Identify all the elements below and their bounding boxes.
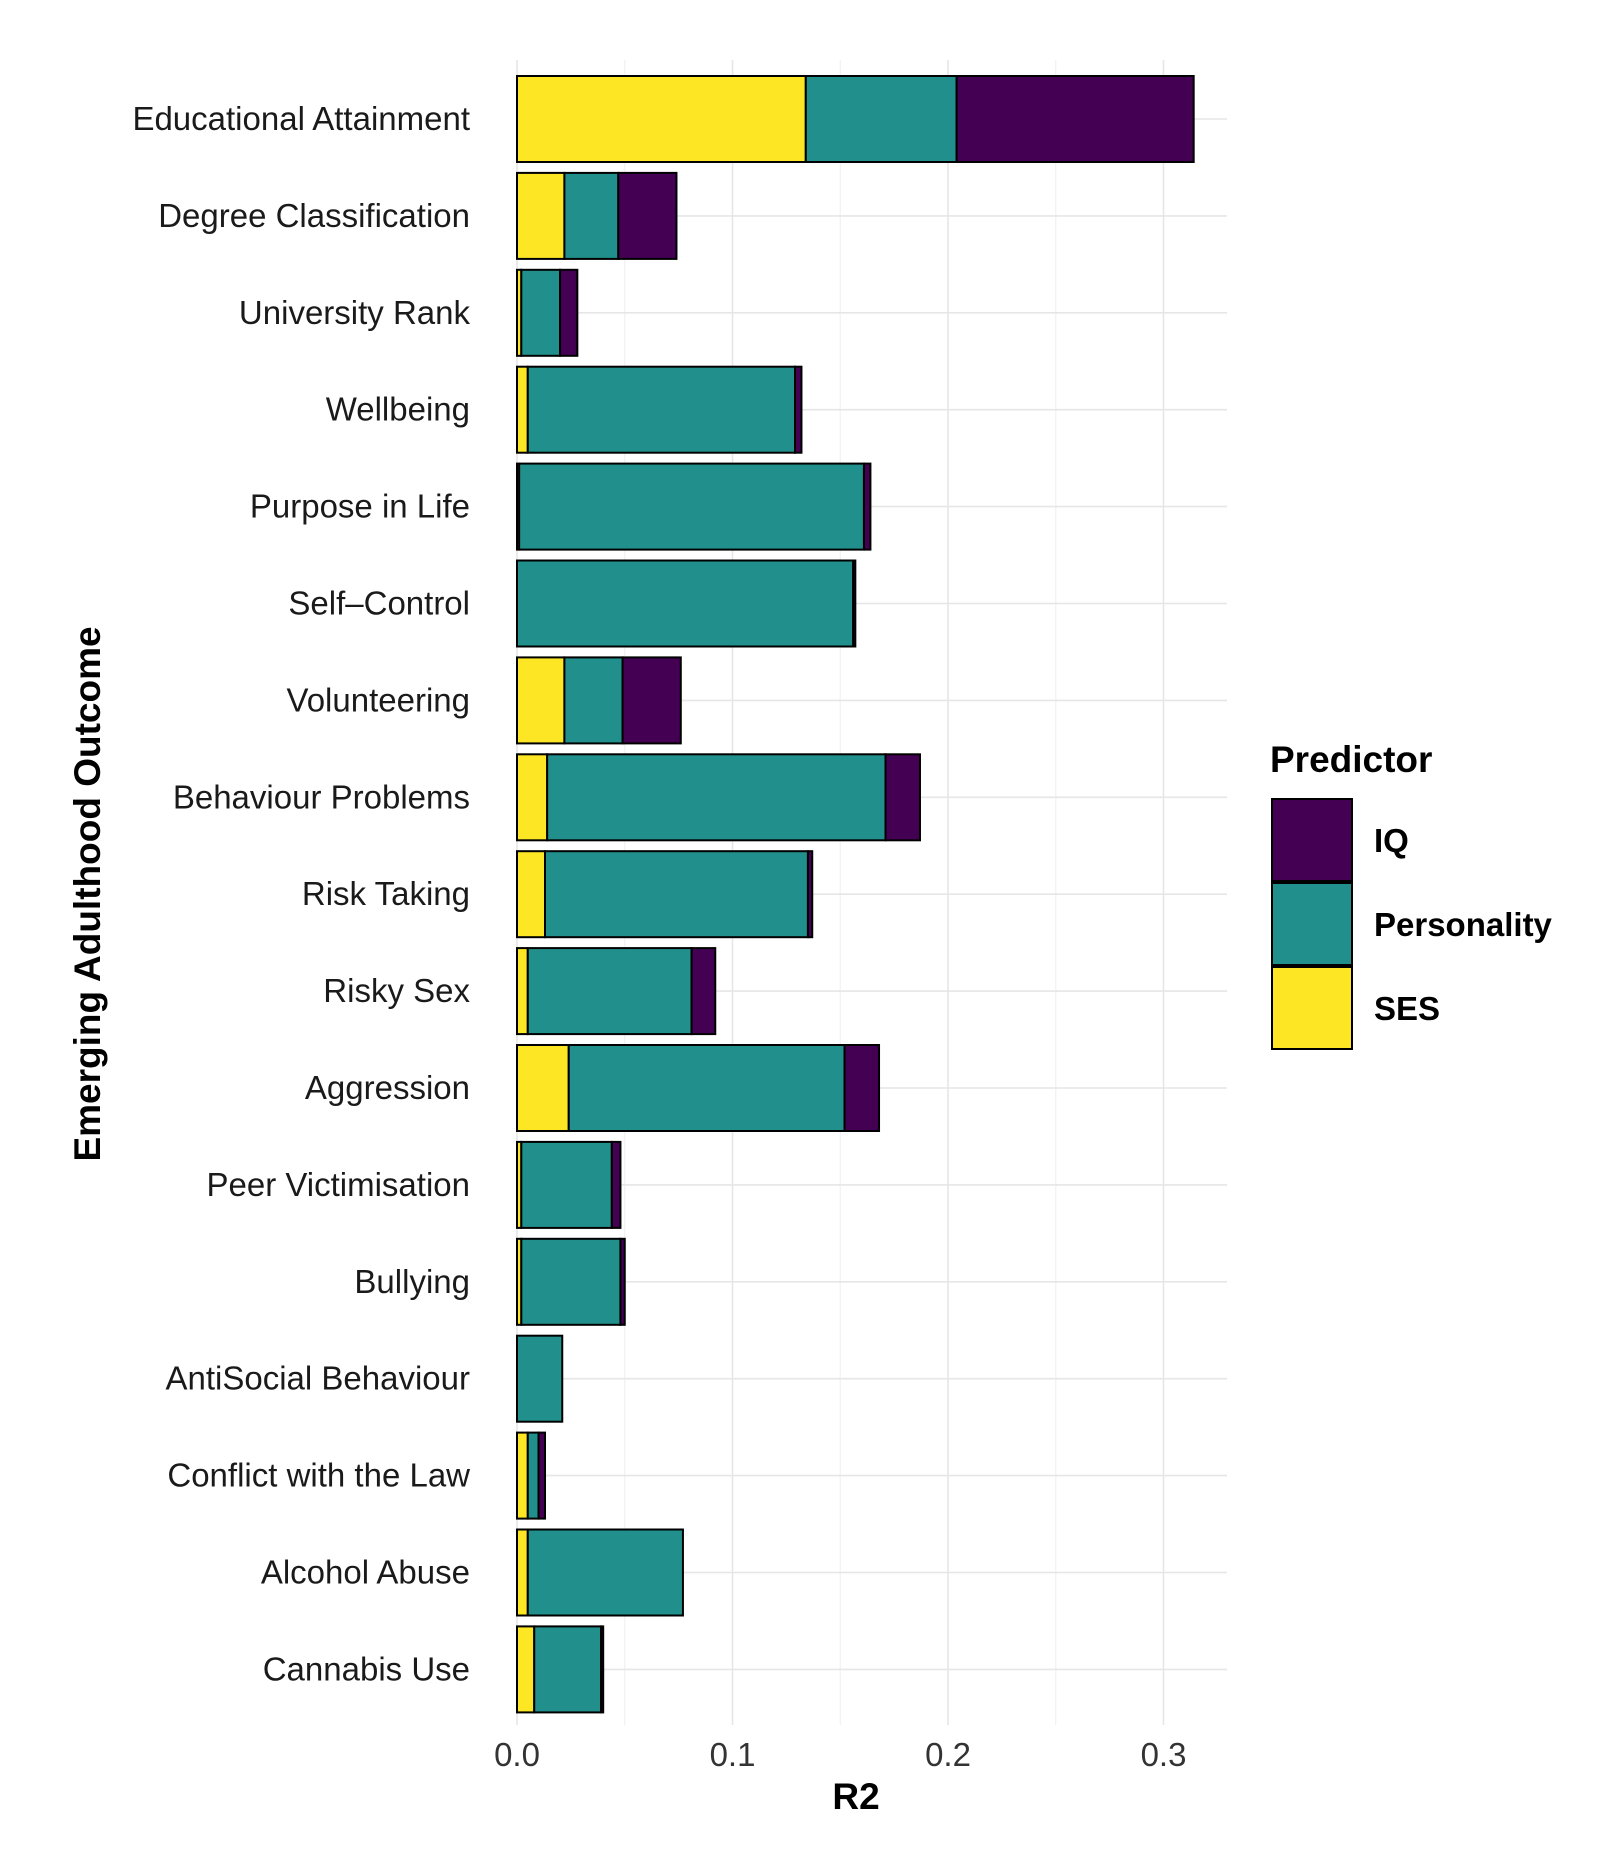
bar-personality-15 — [526, 1528, 684, 1617]
bar-personality-5 — [516, 559, 855, 648]
bar-iq-9 — [690, 947, 717, 1036]
x-tick-label: 0.1 — [710, 1736, 756, 1773]
bar-personality-9 — [526, 947, 693, 1036]
category-label: Purpose in Life — [250, 488, 470, 525]
category-label: Wellbeing — [326, 391, 470, 428]
legend: Predictor IQ Personality SES — [1270, 739, 1553, 1050]
legend-label-ses: SES — [1374, 990, 1440, 1027]
category-label: Educational Attainment — [132, 100, 470, 137]
bar-personality-6 — [563, 656, 624, 745]
x-tick-label: 0.3 — [1141, 1736, 1187, 1773]
bar-iq-6 — [621, 656, 682, 745]
x-tick-label: 0.2 — [925, 1736, 971, 1773]
bar-personality-2 — [520, 268, 562, 357]
category-label: Risk Taking — [302, 875, 470, 912]
bar-ses-0 — [516, 75, 807, 163]
category-label: Volunteering — [287, 681, 470, 718]
bar-personality-8 — [544, 850, 809, 939]
bar-iq-2 — [559, 268, 579, 357]
bar-iq-5 — [852, 559, 857, 648]
bar-personality-11 — [520, 1140, 613, 1229]
bar-personality-1 — [563, 171, 620, 260]
bar-ses-9 — [516, 947, 529, 1036]
legend-title: Predictor — [1270, 739, 1432, 780]
category-label: Peer Victimisation — [206, 1166, 470, 1203]
category-label: University Rank — [239, 294, 471, 331]
bar-personality-14 — [526, 1431, 540, 1520]
bar-ses-8 — [516, 850, 547, 939]
x-tick-label: 0.0 — [494, 1736, 540, 1773]
legend-label-iq: IQ — [1374, 822, 1409, 859]
category-labels: Educational Attainment Degree Classificat… — [132, 100, 470, 1687]
bar-iq-7 — [884, 753, 921, 842]
bar-personality-10 — [567, 1044, 846, 1132]
bar-personality-7 — [546, 753, 887, 842]
bar-iq-3 — [793, 365, 803, 454]
bar-iq-11 — [610, 1140, 622, 1229]
bar-iq-4 — [862, 462, 872, 551]
bar-personality-4 — [518, 462, 865, 551]
category-label: Conflict with the Law — [167, 1457, 470, 1494]
bar-ses-6 — [516, 656, 566, 745]
bar-personality-16 — [533, 1625, 603, 1714]
bar-personality-13 — [516, 1334, 564, 1423]
bar-iq-12 — [619, 1237, 626, 1326]
legend-swatch-ses — [1271, 966, 1353, 1050]
x-axis-title: R2 — [832, 1776, 879, 1817]
bar-ses-7 — [516, 753, 549, 842]
bar-iq-1 — [617, 171, 678, 260]
category-label: Risky Sex — [323, 972, 470, 1009]
bar-ses-1 — [516, 171, 566, 260]
category-label: Bullying — [354, 1263, 470, 1300]
bars — [516, 75, 1195, 1714]
category-label: Cannabis Use — [263, 1650, 470, 1687]
bar-ses-16 — [516, 1625, 536, 1714]
category-label: Aggression — [305, 1069, 470, 1106]
bar-iq-10 — [843, 1044, 881, 1132]
bar-iq-8 — [806, 850, 814, 939]
bar-iq-0 — [955, 75, 1195, 163]
bar-iq-14 — [537, 1431, 547, 1520]
category-label: Alcohol Abuse — [261, 1554, 470, 1591]
category-label: AntiSocial Behaviour — [165, 1360, 470, 1397]
bar-personality-0 — [804, 75, 958, 163]
legend-swatch-iq — [1271, 798, 1353, 882]
bar-ses-14 — [516, 1431, 529, 1520]
bar-iq-16 — [600, 1625, 605, 1714]
bar-personality-12 — [520, 1237, 622, 1326]
x-tick-labels: 0.0 0.1 0.2 0.3 — [494, 1736, 1186, 1773]
bar-personality-3 — [526, 365, 796, 454]
y-axis-title: Emerging Adulthood Outcome — [67, 626, 108, 1161]
legend-swatch-personality — [1271, 882, 1353, 966]
category-label: Degree Classification — [158, 197, 470, 234]
bar-ses-15 — [516, 1528, 529, 1617]
bar-ses-10 — [516, 1044, 570, 1132]
category-label: Self–Control — [288, 585, 470, 622]
bar-ses-3 — [516, 365, 529, 454]
legend-label-personality: Personality — [1374, 906, 1553, 943]
category-label: Behaviour Problems — [173, 778, 470, 815]
